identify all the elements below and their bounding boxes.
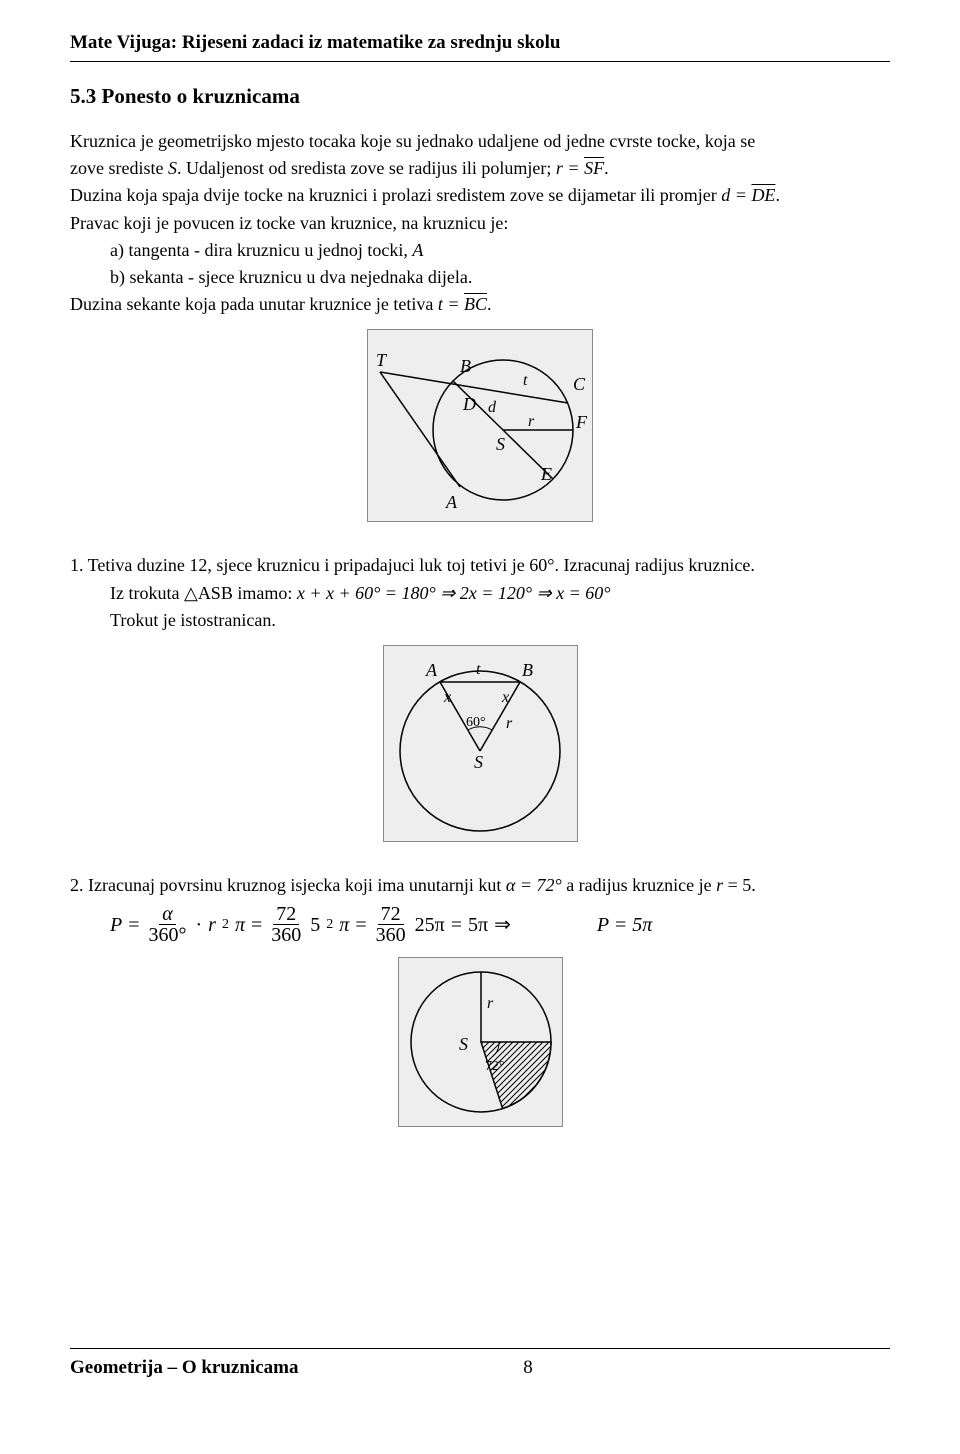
num: 72 bbox=[378, 904, 404, 925]
eq-lhs: r = bbox=[556, 158, 584, 178]
text: a radijus kruznice je bbox=[562, 875, 716, 895]
lbl-ang: 60° bbox=[466, 715, 486, 730]
25pi: 25π bbox=[415, 911, 445, 939]
eq: = bbox=[251, 911, 262, 939]
text: Duzina sekante koja pada unutar kruznice… bbox=[70, 294, 438, 314]
intro-p2: Duzina koja spaja dvije tocke na kruznic… bbox=[70, 183, 890, 208]
pi: π bbox=[339, 911, 349, 939]
fig3-svg: r S 72° bbox=[398, 957, 563, 1127]
text: . Izracunaj radijus kruznice. bbox=[554, 555, 754, 575]
figure-2: A B t x x 60° r S bbox=[70, 645, 890, 849]
lbl-A: A bbox=[445, 492, 458, 512]
figure-3: r S 72° bbox=[70, 957, 890, 1134]
num: 72 bbox=[273, 904, 299, 925]
lbl-B: B bbox=[460, 356, 471, 376]
intro-p4: Duzina sekante koja pada unutar kruznice… bbox=[70, 292, 890, 317]
lbl-r: r bbox=[528, 413, 535, 430]
var-S: S bbox=[168, 158, 177, 178]
den: 360° bbox=[146, 925, 190, 945]
result: P = 5π bbox=[597, 911, 652, 939]
footer-left: Geometrija – O kruznicama bbox=[70, 1357, 298, 1378]
text: zove srediste bbox=[70, 158, 168, 178]
lbl-F: F bbox=[575, 412, 588, 432]
prob2-line1: 2. Izracunaj povrsinu kruznog isjecka ko… bbox=[70, 873, 890, 898]
lbl-x1: x bbox=[443, 689, 451, 706]
fig2-svg: A B t x x 60° r S bbox=[383, 645, 578, 842]
text: 2. Izracunaj povrsinu kruznog isjecka ko… bbox=[70, 875, 506, 895]
imp: ⇒ bbox=[494, 911, 511, 939]
intro-p3: Pravac koji je povucen iz tocke van kruz… bbox=[70, 211, 890, 236]
prob1-line3: Trokut je istostranican. bbox=[70, 608, 890, 633]
text: a) tangenta - dira kruznicu u jednoj toc… bbox=[110, 240, 412, 260]
lbl-ang: 72° bbox=[485, 1059, 505, 1074]
sup2b: 2 bbox=[326, 915, 333, 935]
pi: π bbox=[235, 911, 245, 939]
text: . bbox=[604, 158, 609, 178]
text: 1. Tetiva duzine 12, sjece kruznicu i pr… bbox=[70, 555, 547, 575]
5pi: 5π bbox=[468, 911, 488, 939]
lbl-C: C bbox=[573, 374, 586, 394]
frac3: 72 360 bbox=[373, 904, 409, 945]
prob1-line1: 1. Tetiva duzine 12, sjece kruznicu i pr… bbox=[70, 553, 890, 578]
frac1: α 360° bbox=[146, 904, 190, 945]
intro-p1b: zove srediste S. Udaljenost od sredista … bbox=[70, 156, 890, 181]
lbl-r: r bbox=[487, 995, 494, 1012]
den: 360 bbox=[268, 925, 304, 945]
section-title: 5.3 Ponesto o kruznicama bbox=[70, 82, 890, 111]
doc-header: Mate Vijuga: Rijeseni zadaci iz matemati… bbox=[70, 30, 890, 62]
lbl-d: d bbox=[488, 399, 497, 416]
frac2: 72 360 bbox=[268, 904, 304, 945]
lbl-r: r bbox=[506, 715, 513, 732]
text: Iz trokuta bbox=[110, 583, 184, 603]
five: 5 bbox=[310, 911, 320, 939]
dot: · bbox=[196, 911, 203, 939]
eq: x + x + 60° = 180° ⇒ 2x = 120° ⇒ x = 60° bbox=[297, 583, 611, 603]
intro-p3a: a) tangenta - dira kruznicu u jednoj toc… bbox=[70, 238, 890, 263]
eq-rhs: DE bbox=[751, 185, 775, 205]
eq-lhs: t = bbox=[438, 294, 464, 314]
figure-1: T A B C D E F S d r t bbox=[70, 329, 890, 529]
num: α bbox=[159, 904, 176, 925]
eq: = bbox=[451, 911, 462, 939]
prob1-line2: Iz trokuta △ASB imamo: x + x + 60° = 180… bbox=[70, 581, 890, 606]
lbl-x2: x bbox=[501, 689, 509, 706]
lbl-S: S bbox=[459, 1034, 468, 1054]
eq-lhs: d = bbox=[721, 185, 751, 205]
lbl-S: S bbox=[496, 434, 505, 454]
intro-p3b: b) sekanta - sjece kruznicu u dva nejedn… bbox=[70, 265, 890, 290]
r: r bbox=[208, 911, 216, 939]
lbl-t: t bbox=[476, 661, 481, 678]
eq: = bbox=[128, 911, 139, 939]
sup2: 2 bbox=[222, 915, 229, 935]
eq-rhs: BC bbox=[464, 294, 487, 314]
lbl-E: E bbox=[540, 464, 552, 484]
P: P bbox=[110, 911, 122, 939]
text: ASB imamo: bbox=[198, 583, 297, 603]
prob2-formula: P = α 360° · r2π = 72 360 52π = 72 360 2… bbox=[110, 904, 890, 945]
footer: Geometrija – O kruznicama 8 bbox=[70, 1348, 890, 1382]
alpha-eq: α = 72° bbox=[506, 875, 562, 895]
lbl-t: t bbox=[523, 372, 528, 389]
lbl-A: A bbox=[425, 660, 438, 680]
text: = 5. bbox=[723, 875, 756, 895]
tri-icon: △ bbox=[184, 583, 198, 603]
var-A: A bbox=[412, 240, 423, 260]
lbl-S: S bbox=[474, 752, 483, 772]
lbl-B: B bbox=[522, 660, 533, 680]
text: . bbox=[775, 185, 780, 205]
lbl-D: D bbox=[462, 394, 476, 414]
text: . Udaljenost od sredista zove se radijus… bbox=[177, 158, 556, 178]
text: Duzina koja spaja dvije tocke na kruznic… bbox=[70, 185, 721, 205]
eq: = bbox=[355, 911, 366, 939]
intro-p1a: Kruznica je geometrijsko mjesto tocaka k… bbox=[70, 129, 890, 154]
eq-rhs: SF bbox=[584, 158, 604, 178]
page-number: 8 bbox=[523, 1355, 533, 1382]
den: 360 bbox=[373, 925, 409, 945]
fig1-svg: T A B C D E F S d r t bbox=[367, 329, 593, 522]
text: . bbox=[487, 294, 492, 314]
